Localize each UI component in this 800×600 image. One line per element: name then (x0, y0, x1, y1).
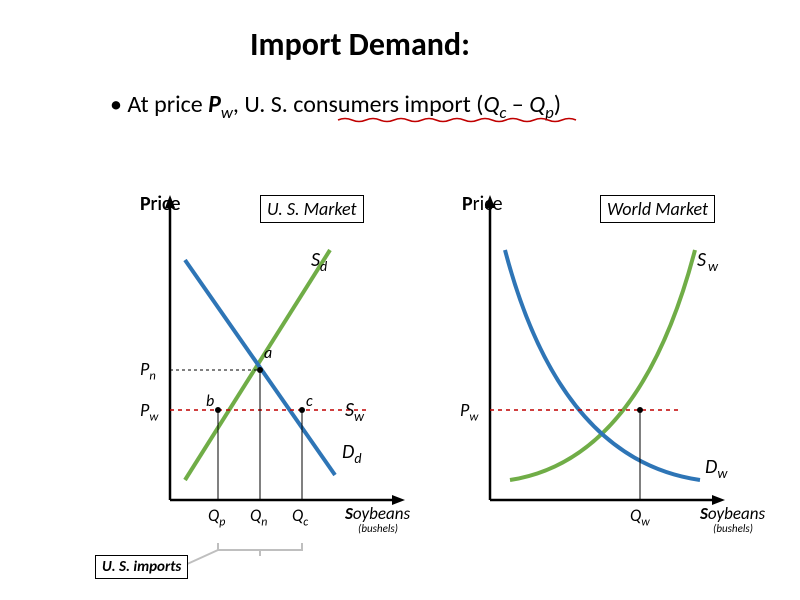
sw-label-right: Sw (697, 248, 718, 275)
dd-label: Dd (342, 440, 362, 467)
sd-label: Sd (311, 248, 327, 275)
left-x-axis-sublabel: (bushels) (358, 522, 398, 535)
qw-label: Qw (630, 505, 650, 529)
qc-label: Qc (292, 505, 308, 529)
pw-label-left: Pw (140, 399, 158, 425)
dw-label: Dw (705, 455, 727, 482)
left-x-axis-label: Soybeans (345, 503, 410, 524)
right-x-axis-sublabel: (bushels) (713, 522, 753, 535)
us-imports-box: U. S. imports (95, 555, 188, 579)
sw-label-left: Sw (345, 398, 364, 425)
pn-label: Pn (140, 358, 156, 384)
point-a-label: a (264, 344, 272, 363)
pw-label-right: Pw (460, 399, 478, 425)
qp-label: Qp (208, 505, 225, 529)
point-b-label: b (206, 392, 214, 411)
point-c-label: c (306, 392, 313, 411)
right-x-axis-label: Soybeans (700, 503, 765, 524)
qn-label: Qn (250, 505, 267, 529)
